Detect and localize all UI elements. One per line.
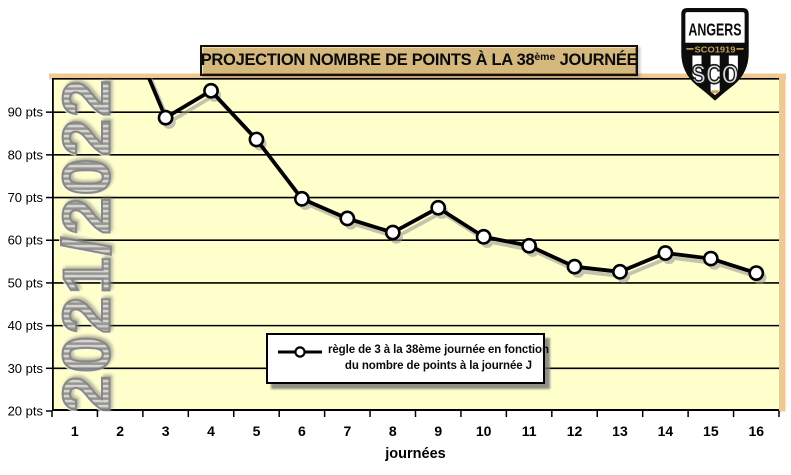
series-group xyxy=(114,3,767,285)
x-tick-label: 16 xyxy=(748,423,764,439)
legend-label-line2: du nombre de points à la journée J xyxy=(344,360,532,372)
x-tick-label: 1 xyxy=(71,423,79,439)
x-tick-label: 6 xyxy=(298,423,306,439)
y-tick-label: 70 pts xyxy=(8,190,44,205)
y-tick-label: 90 pts xyxy=(8,105,44,120)
legend-label-line1: règle de 3 à la 38ème journée en fonctio… xyxy=(328,344,549,356)
y-tick-label: 50 pts xyxy=(8,275,44,290)
x-tick-label: 11 xyxy=(522,423,537,439)
y-tick-label: 40 pts xyxy=(8,318,44,333)
data-point xyxy=(430,199,447,216)
x-tick-label: 9 xyxy=(434,423,442,439)
data-point xyxy=(114,3,127,16)
x-tick-label: 12 xyxy=(567,423,583,439)
logo-club-name: ANGERS xyxy=(688,20,741,40)
x-tick-label: 7 xyxy=(343,423,351,439)
data-point xyxy=(612,263,628,280)
x-tick-label: 4 xyxy=(207,423,215,439)
x-tick-label: 8 xyxy=(389,423,397,439)
x-tick-label: 10 xyxy=(476,423,492,439)
data-point xyxy=(203,82,219,99)
series-main xyxy=(114,3,765,282)
data-point xyxy=(566,258,583,275)
y-tick-label: 60 pts xyxy=(8,233,44,248)
data-point xyxy=(339,210,356,227)
title-superscript: ème xyxy=(534,51,556,63)
data-point xyxy=(475,228,492,245)
y-tick-label: 80 pts xyxy=(8,147,44,162)
season-watermark: 2021/2022 xyxy=(49,77,126,414)
data-point xyxy=(157,109,174,126)
logo-band xyxy=(683,42,747,56)
legend-series-marker-icon xyxy=(278,346,322,358)
x-tick-label: 5 xyxy=(253,423,261,439)
chart-title-banner: PROJECTION NOMBRE DE POINTS À LA 38ème J… xyxy=(200,45,638,76)
x-tick-label: 2 xyxy=(116,423,124,439)
page-title: PROJECTION NOMBRE DE POINTS À LA 38ème J… xyxy=(200,51,638,69)
legend-label: règle de 3 à la 38ème journée en fonctio… xyxy=(328,342,549,374)
data-point xyxy=(748,265,765,282)
data-point xyxy=(384,224,401,241)
chart-frame-right xyxy=(779,73,786,412)
data-point xyxy=(521,237,537,254)
logo-band-text: SCO1919 xyxy=(695,44,736,54)
y-tick-label: 20 pts xyxy=(8,404,44,419)
x-tick-label: 13 xyxy=(612,423,628,439)
data-point xyxy=(248,131,265,148)
x-tick-label: 15 xyxy=(703,423,719,439)
data-point xyxy=(702,250,719,267)
legend-box: règle de 3 à la 38ème journée en fonctio… xyxy=(266,333,549,384)
chart-frame-top xyxy=(49,73,786,80)
angers-sco-logo: ANGERS SCO1919 SCO xyxy=(681,8,749,101)
data-point xyxy=(294,190,310,207)
x-tick-label: 3 xyxy=(162,423,170,439)
x-tick-label: 14 xyxy=(658,423,674,439)
y-tick-label: 30 pts xyxy=(8,361,44,376)
logo-bottom-mark xyxy=(711,90,719,94)
data-point xyxy=(657,245,674,261)
x-axis-title: journées xyxy=(384,446,445,462)
